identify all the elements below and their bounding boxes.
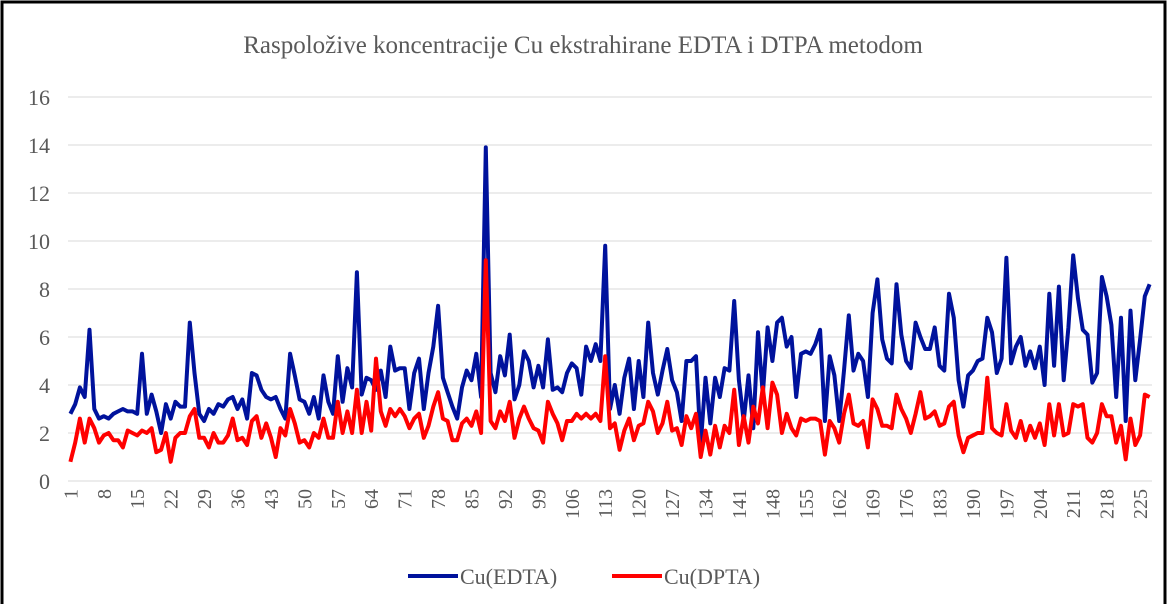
x-tick-label: 92 (495, 489, 517, 509)
x-tick-label: 22 (161, 489, 183, 509)
y-tick-label: 0 (39, 469, 50, 494)
y-tick-label: 10 (28, 229, 50, 254)
x-tick-label: 183 (929, 489, 951, 519)
x-tick-label: 120 (629, 489, 651, 519)
x-tick-label: 211 (1063, 489, 1085, 518)
x-tick-label: 15 (127, 489, 149, 509)
y-tick-label: 8 (39, 277, 50, 302)
y-tick-label: 14 (28, 133, 50, 158)
x-tick-label: 225 (1130, 489, 1152, 519)
x-tick-label: 113 (595, 489, 617, 518)
x-tick-label: 148 (762, 489, 784, 519)
x-tick-label: 71 (395, 489, 417, 509)
legend-label: Cu(EDTA) (460, 564, 557, 589)
x-tick-label: 57 (328, 489, 350, 509)
x-tick-label: 197 (996, 489, 1018, 519)
x-tick-label: 36 (228, 489, 250, 509)
x-tick-label: 78 (428, 489, 450, 509)
x-tick-label: 85 (462, 489, 484, 509)
line-series (68, 258, 1151, 464)
legend-label: Cu(DPTA) (664, 564, 760, 589)
x-tick-label: 8 (94, 489, 116, 499)
x-tick-label: 99 (528, 489, 550, 509)
x-tick-label: 204 (1030, 489, 1052, 519)
y-tick-label: 12 (28, 181, 50, 206)
x-tick-label: 106 (562, 489, 584, 519)
y-tick-label: 2 (39, 421, 50, 446)
x-tick-label: 29 (194, 489, 216, 509)
x-tick-label: 64 (361, 489, 383, 509)
x-tick-label: 43 (261, 489, 283, 509)
y-tick-label: 6 (39, 325, 50, 350)
x-tick-label: 1 (60, 489, 82, 499)
x-tick-label: 218 (1097, 489, 1119, 519)
x-tick-label: 162 (829, 489, 851, 519)
x-tick-label: 50 (294, 489, 316, 509)
x-tick-label: 176 (896, 489, 918, 519)
x-tick-label: 190 (963, 489, 985, 519)
chart-title: Raspoložive koncentracije Cu ekstrahiran… (243, 32, 923, 59)
x-tick-label: 155 (796, 489, 818, 519)
x-tick-label: 169 (863, 489, 885, 519)
x-tick-label: 141 (729, 489, 751, 519)
y-tick-label: 16 (28, 85, 50, 110)
x-tick-label: 127 (662, 489, 684, 519)
y-tick-label: 4 (39, 373, 50, 398)
x-tick-label: 134 (696, 489, 718, 519)
